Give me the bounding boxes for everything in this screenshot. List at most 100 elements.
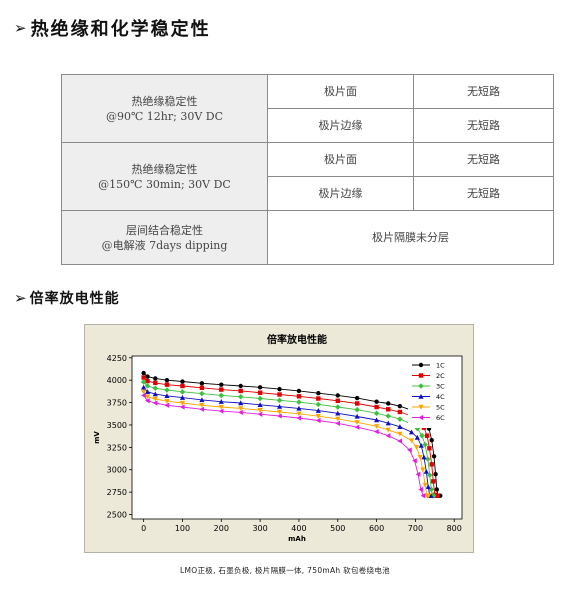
data-point-4C — [385, 420, 391, 426]
row-label: 热绝缘稳定性 @150℃ 30min; 30V DC — [61, 142, 268, 211]
data-point-2C — [219, 387, 224, 392]
chart-title: 倍率放电性能 — [267, 333, 327, 346]
data-point-3C — [237, 393, 244, 400]
data-point-1C — [145, 374, 150, 379]
data-point-4C — [199, 397, 205, 403]
data-point-4C — [397, 424, 403, 429]
rate-discharge-chart: 倍率放电性能 2500 2750 3000 3250 3500 3750 4000 4250 0 1… — [84, 324, 474, 553]
data-point-6C — [335, 420, 340, 426]
data-point-5C — [199, 403, 205, 408]
data-point-4C — [238, 400, 244, 406]
data-point-6C — [141, 392, 146, 399]
row-label: 层间结合稳定性 @电解液 7days dipping — [61, 210, 268, 265]
y-tick-label: 3000 — [107, 466, 127, 475]
data-point-5C — [408, 438, 415, 444]
data-point-3C — [257, 395, 263, 402]
data-point-5C — [417, 455, 423, 460]
data-point-5C — [397, 431, 403, 437]
data-point-3C — [385, 413, 392, 419]
data-point-5C — [238, 406, 244, 411]
data-point-1C — [316, 390, 321, 396]
data-point-4C — [425, 484, 431, 489]
section-title: 倍率放电性能 — [29, 291, 120, 307]
x-tick-label: 600 — [369, 524, 384, 533]
x-tick-label: 100 — [175, 524, 190, 533]
data-point-3C — [296, 399, 302, 405]
x-tick-label: 500 — [330, 524, 345, 533]
data-point-2C — [153, 380, 158, 386]
data-point-2C — [427, 446, 432, 451]
data-point-1C — [354, 395, 360, 401]
data-point-3C — [354, 406, 360, 413]
data-point-1C — [296, 388, 302, 394]
data-point-4C — [315, 408, 321, 413]
section-heading-thermal: ➢ 热绝缘和化学稳定性 — [14, 15, 211, 41]
x-tick-label: 400 — [291, 524, 306, 533]
legend-marker — [418, 404, 424, 410]
data-point-5C — [144, 394, 151, 400]
data-point-4C — [276, 404, 283, 409]
test-result: 无短路 — [413, 74, 554, 109]
data-point-1C — [433, 472, 438, 477]
stability-table: 热绝缘稳定性 @90℃ 12hr; 30V DC 极片面 无短路 极片边缘 无短… — [61, 74, 554, 265]
data-point-3C — [426, 472, 433, 478]
data-point-6C — [420, 493, 426, 499]
data-point-2C — [164, 382, 170, 387]
data-point-3C — [428, 486, 435, 493]
data-point-2C — [435, 493, 440, 498]
data-point-6C — [415, 471, 421, 477]
chart-caption: LMO正极, 石墨负极, 极片隔膜一体, 750mAh 软包卷绕电池 — [180, 566, 390, 575]
x-tick-label: 700 — [408, 524, 423, 533]
data-point-4C — [144, 389, 151, 395]
test-result: 无短路 — [413, 142, 554, 177]
data-point-2C — [335, 398, 340, 403]
data-point-1C — [434, 487, 439, 492]
data-point-5C — [335, 416, 341, 422]
data-point-6C — [179, 404, 185, 410]
data-point-4C — [296, 405, 302, 411]
test-result: 无短路 — [413, 176, 554, 211]
legend-label: 2C — [436, 372, 445, 380]
data-point-4C — [257, 402, 263, 408]
data-point-1C — [277, 386, 282, 392]
data-point-6C — [257, 411, 263, 417]
data-point-1C — [199, 381, 205, 386]
data-point-4C — [179, 395, 186, 400]
row-label: 热绝缘稳定性 @90℃ 12hr; 30V DC — [61, 74, 268, 143]
data-point-6C — [218, 408, 224, 414]
data-point-6C — [385, 433, 391, 439]
y-tick-label: 3750 — [107, 399, 127, 408]
x-tick-label: 800 — [447, 524, 462, 533]
data-point-5C — [164, 399, 170, 404]
y-tick-label: 3250 — [107, 443, 127, 452]
x-tick-label: 200 — [214, 524, 229, 533]
y-axis-label: mV — [93, 431, 101, 444]
data-point-4C — [421, 454, 427, 460]
data-point-6C — [199, 406, 205, 412]
data-point-5C — [152, 396, 158, 402]
y-tick-label: 4000 — [107, 376, 127, 385]
test-item: 极片面 — [267, 142, 414, 177]
x-axis-label: mAh — [288, 535, 306, 543]
data-point-2C — [424, 433, 430, 438]
series-line-5C — [143, 391, 429, 497]
data-point-1C — [153, 376, 158, 381]
data-point-2C — [141, 375, 146, 380]
data-point-2C — [316, 396, 321, 401]
data-point-5C — [315, 413, 321, 419]
data-point-2C — [354, 401, 360, 406]
test-result: 无短路 — [413, 108, 554, 143]
legend-label: 6C — [436, 414, 445, 422]
data-point-2C — [257, 390, 263, 395]
data-point-1C — [238, 383, 243, 389]
test-result: 极片隔膜未分层 — [267, 210, 554, 265]
data-point-4C — [164, 393, 170, 399]
table-row: 层间结合稳定性 @电解液 7days dipping 极片隔膜未分层 — [61, 210, 554, 265]
y-tick-label: 2750 — [107, 488, 127, 497]
y-tick-label: 4250 — [107, 354, 127, 363]
test-item: 极片边缘 — [267, 176, 414, 211]
data-point-3C — [430, 492, 437, 499]
data-point-4C — [373, 417, 380, 423]
data-point-2C — [397, 409, 403, 415]
data-point-1C — [257, 385, 263, 390]
